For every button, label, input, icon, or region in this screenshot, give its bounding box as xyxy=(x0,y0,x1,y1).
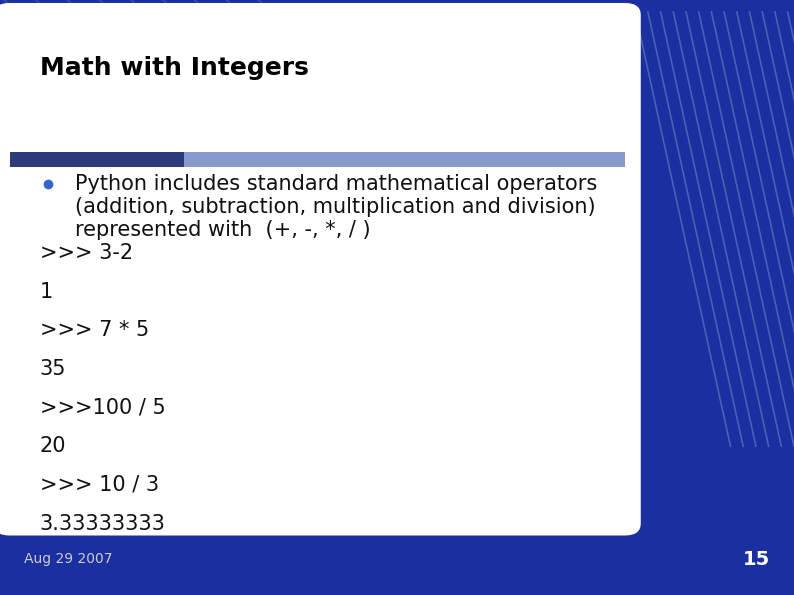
Text: Aug 29 2007: Aug 29 2007 xyxy=(24,552,112,566)
Text: >>> 7 * 5: >>> 7 * 5 xyxy=(40,320,149,340)
Bar xyxy=(10,152,184,167)
Text: 1: 1 xyxy=(40,281,53,302)
Text: (addition, subtraction, multiplication and division): (addition, subtraction, multiplication a… xyxy=(75,197,596,217)
Text: 3.33333333: 3.33333333 xyxy=(40,513,166,534)
Text: >>> 10 / 3: >>> 10 / 3 xyxy=(40,475,159,495)
Text: Math with Integers: Math with Integers xyxy=(40,57,309,80)
Text: >>>100 / 5: >>>100 / 5 xyxy=(40,397,165,418)
Text: 20: 20 xyxy=(40,436,66,456)
Text: represented with  (+, -, *, / ): represented with (+, -, *, / ) xyxy=(75,220,371,240)
FancyBboxPatch shape xyxy=(0,3,641,536)
Text: Python includes standard mathematical operators: Python includes standard mathematical op… xyxy=(75,174,598,195)
Bar xyxy=(184,152,625,167)
Text: 15: 15 xyxy=(743,550,770,569)
Text: >>> 3-2: >>> 3-2 xyxy=(40,243,133,263)
Text: 35: 35 xyxy=(40,359,66,379)
